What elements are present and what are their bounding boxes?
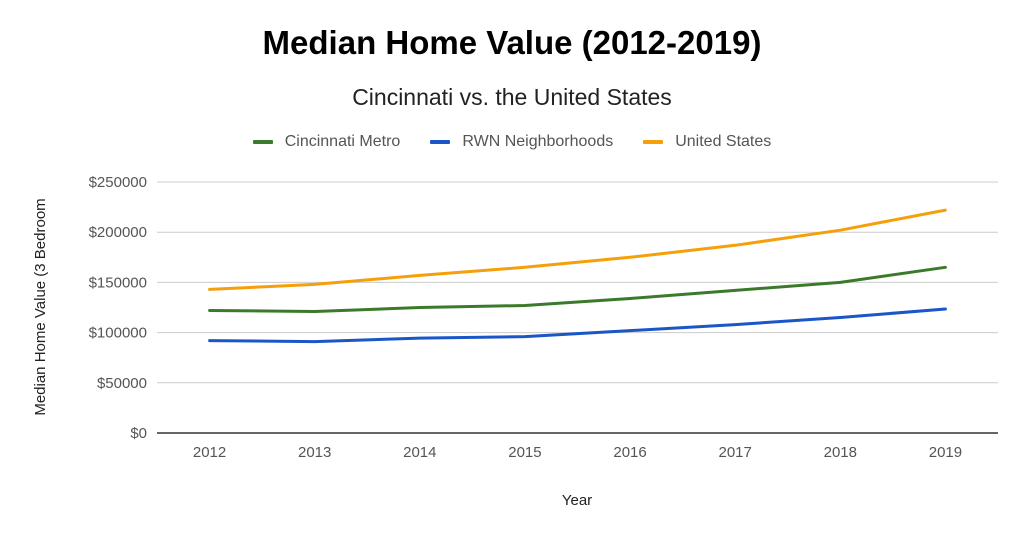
series-line-cincinnati-metro[interactable] [208, 265, 947, 313]
legend-swatch-cincinnati-metro [252, 140, 273, 144]
x-tick-label: 2019 [929, 444, 962, 461]
gridlines [157, 181, 998, 434]
x-tick-label: 2015 [508, 444, 541, 461]
x-axis-ticks: 2012 2013 2014 2015 2016 2017 2018 2019 [193, 444, 962, 461]
legend-label-rwn-neighborhoods: RWN Neighborhoods [462, 133, 614, 150]
y-tick-label: $50000 [97, 375, 147, 392]
series-lines [208, 208, 947, 344]
legend-item-rwn-neighborhoods[interactable]: RWN Neighborhoods [430, 133, 613, 151]
legend-label-united-states: United States [675, 133, 772, 150]
x-tick-label: 2014 [403, 444, 436, 461]
series-line-united-states[interactable] [208, 208, 947, 291]
chart-title: Median Home Value (2012-2019) [262, 24, 762, 61]
chart-subtitle: Cincinnati vs. the United States [352, 84, 672, 110]
legend-item-cincinnati-metro[interactable]: Cincinnati Metro [252, 133, 401, 151]
series-line-rwn-neighborhoods[interactable] [208, 307, 947, 344]
legend-item-united-states[interactable]: United States [643, 133, 771, 151]
legend-label-cincinnati-metro: Cincinnati Metro [284, 133, 401, 150]
x-tick-label: 2012 [193, 444, 226, 461]
y-axis-ticks: $0 $50000 $100000 $150000 $200000 $250000 [89, 174, 147, 442]
x-tick-label: 2017 [719, 444, 752, 461]
x-axis-title: Year [562, 492, 592, 509]
x-tick-label: 2013 [298, 444, 331, 461]
x-tick-label: 2018 [824, 444, 857, 461]
y-tick-label: $0 [130, 425, 147, 442]
y-tick-label: $150000 [89, 274, 147, 291]
legend-swatch-rwn-neighborhoods [430, 140, 451, 144]
legend-swatch-united-states [643, 140, 664, 144]
legend: Cincinnati Metro RWN Neighborhoods Unite… [0, 133, 1024, 151]
y-tick-label: $100000 [89, 325, 147, 342]
y-axis-title: Median Home Value (3 Bedroom [32, 198, 49, 415]
y-tick-label: $200000 [89, 224, 147, 241]
y-tick-label: $250000 [89, 174, 147, 191]
x-tick-label: 2016 [613, 444, 646, 461]
